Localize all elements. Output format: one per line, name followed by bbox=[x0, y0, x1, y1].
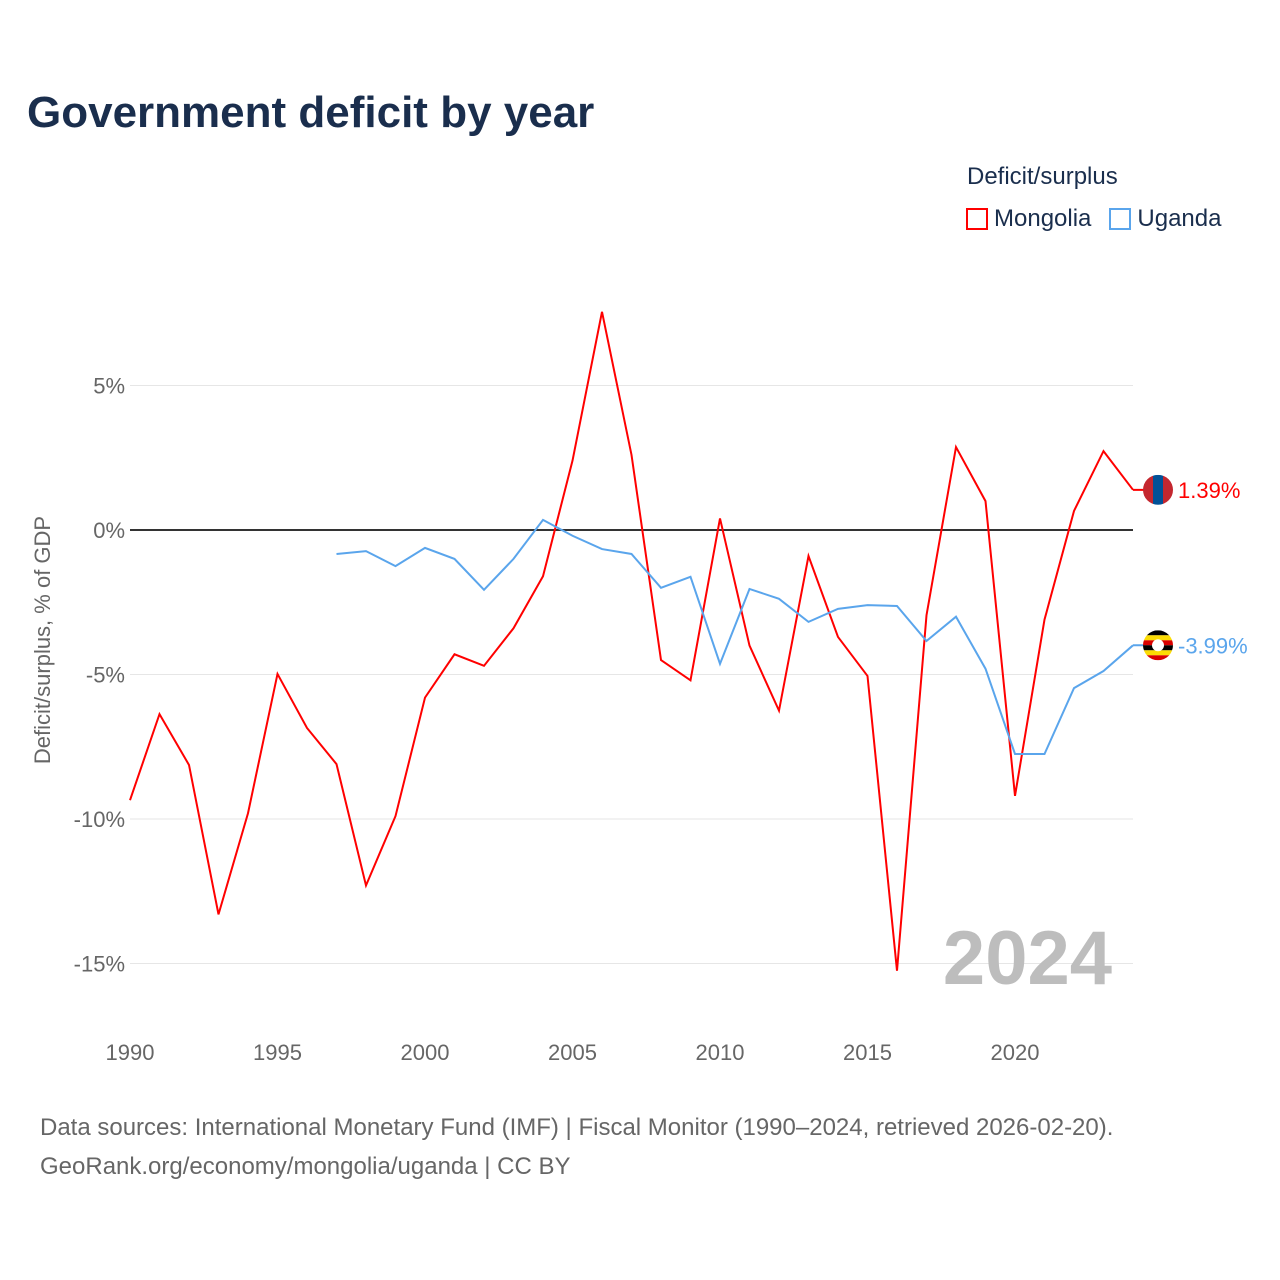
chart-title: Government deficit by year bbox=[27, 88, 595, 137]
flag-icon-mongolia bbox=[1143, 474, 1173, 505]
legend-title: Deficit/surplus bbox=[967, 163, 1118, 190]
x-tick-label: 2000 bbox=[401, 1040, 450, 1065]
y-tick-label: 0% bbox=[93, 518, 125, 543]
x-tick-label: 1995 bbox=[253, 1040, 302, 1065]
x-tick-label: 1990 bbox=[106, 1040, 155, 1065]
x-tick-label: 2010 bbox=[696, 1040, 745, 1065]
y-tick-label: -5% bbox=[86, 663, 125, 688]
end-value-label: 1.39% bbox=[1178, 478, 1240, 503]
end-value-label: -3.99% bbox=[1178, 633, 1248, 658]
y-tick-label: -15% bbox=[74, 952, 125, 977]
flag-icon-uganda bbox=[1143, 630, 1173, 661]
legend: Mongolia Uganda bbox=[966, 205, 1221, 233]
legend-swatch bbox=[1109, 208, 1132, 230]
x-tick-label: 2015 bbox=[843, 1040, 892, 1065]
legend-label: Mongolia bbox=[994, 205, 1092, 232]
series-line-mongolia bbox=[129, 311, 1134, 971]
watermark-year: 2024 bbox=[943, 916, 1112, 1001]
x-tick-label: 2020 bbox=[991, 1040, 1040, 1065]
source-line: Data sources: International Monetary Fun… bbox=[40, 1114, 1114, 1141]
source-note: Data sources: International Monetary Fun… bbox=[40, 1108, 1113, 1186]
legend-label: Uganda bbox=[1137, 205, 1222, 232]
y-axis-label: Deficit/surplus, % of GDP bbox=[30, 516, 55, 764]
legend-item-uganda[interactable]: Uganda bbox=[1109, 205, 1221, 233]
y-tick-label: -10% bbox=[74, 807, 125, 832]
x-tick-label: 2005 bbox=[548, 1040, 597, 1065]
legend-item-mongolia[interactable]: Mongolia bbox=[966, 205, 1091, 233]
y-tick-label: 5% bbox=[93, 374, 125, 399]
series-line-uganda bbox=[336, 518, 1134, 755]
source-link[interactable]: GeoRank.org/economy/mongolia/uganda | CC… bbox=[40, 1153, 571, 1180]
legend-swatch bbox=[966, 208, 988, 230]
